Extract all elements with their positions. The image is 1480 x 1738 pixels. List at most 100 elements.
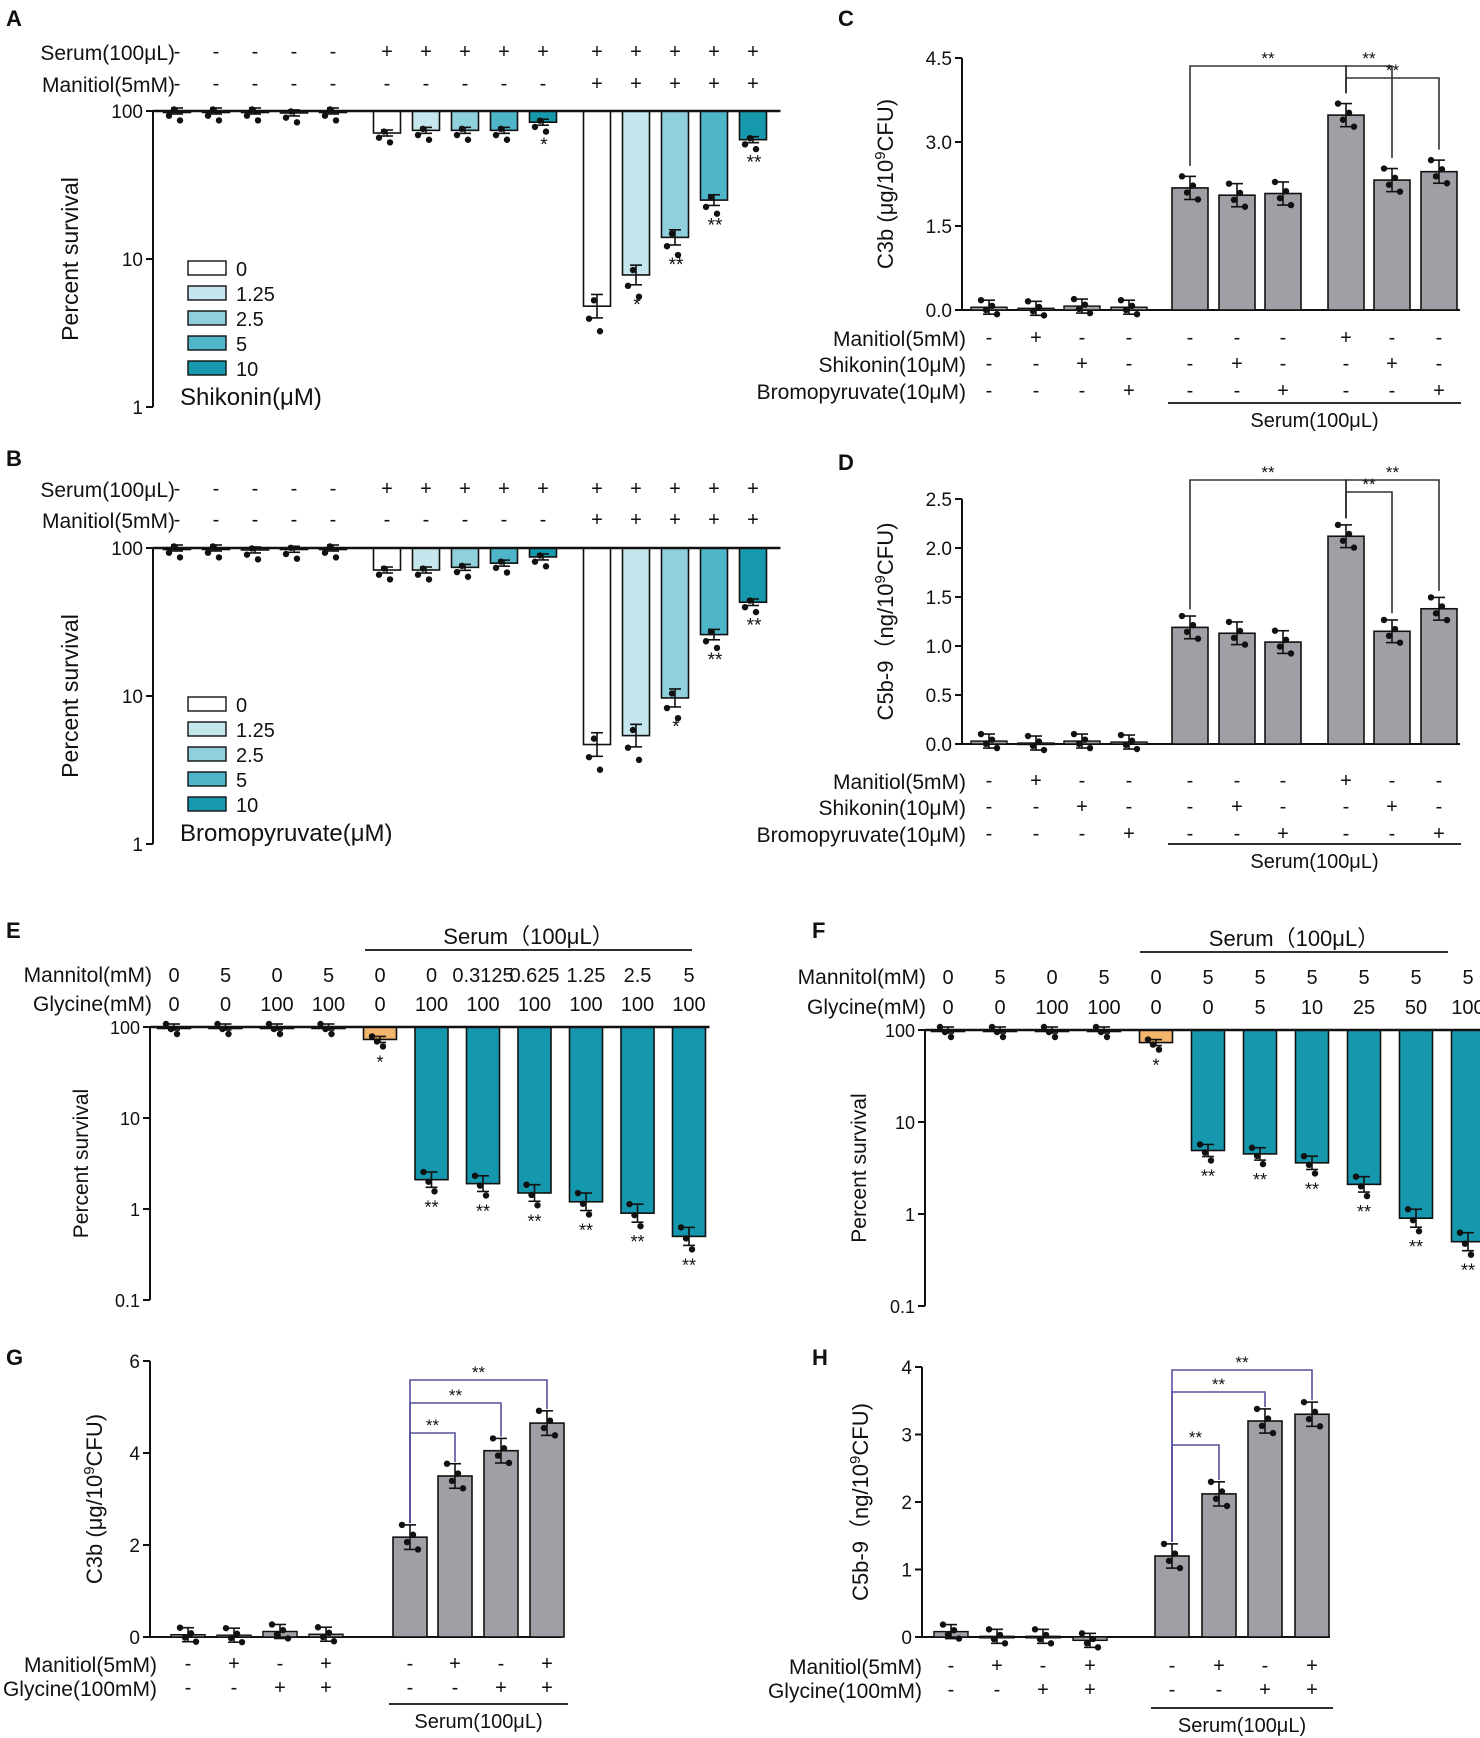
y-tick-label: 100 — [111, 102, 143, 123]
condition-row-label: Shikonin(10μM) — [819, 797, 967, 820]
condition-value: 100 — [672, 994, 705, 1016]
condition-row-sign: + — [1076, 796, 1088, 818]
data-point — [531, 558, 539, 565]
bracket-label: ** — [449, 1386, 463, 1405]
data-point — [1225, 618, 1233, 626]
data-point — [746, 134, 754, 142]
data-point — [1380, 165, 1388, 172]
condition-row-sign: - — [501, 509, 508, 531]
condition-row-sign: + — [449, 1653, 461, 1675]
panel-c-chart: 0.0 1.5 3.0 4.5 C3b (μg/109CFU) ** ** ** Manitio… — [757, 49, 1461, 432]
data-bar — [699, 547, 729, 636]
condition-row-sign: + — [1306, 1679, 1318, 1701]
legend-label: 2.5 — [236, 745, 264, 767]
serum-label: Serum（100μL） — [1209, 926, 1379, 951]
data-point — [1427, 594, 1435, 601]
data-bar — [437, 1475, 473, 1638]
y-axis-title: Percent survival — [70, 1089, 93, 1238]
data-bar — [1201, 1493, 1237, 1638]
condition-row-sign: - — [213, 478, 220, 500]
condition-row-sign: + — [1084, 1679, 1096, 1701]
data-point — [471, 1172, 479, 1180]
data-point — [1207, 1157, 1215, 1164]
condition-value: 100 — [518, 994, 551, 1016]
condition-row-sign: - — [1343, 823, 1350, 845]
condition-row-sign: + — [459, 41, 471, 63]
bracket-label: ** — [472, 1363, 486, 1382]
data-point — [542, 563, 550, 570]
condition-row-sign: - — [1187, 327, 1194, 349]
condition-row-sign: + — [274, 1677, 286, 1699]
data-point — [1236, 627, 1244, 635]
data-bar — [1373, 179, 1411, 311]
condition-row-sign: + — [1123, 823, 1135, 845]
significance-mark: ** — [1409, 1237, 1423, 1257]
data-point — [1176, 1564, 1184, 1572]
condition-value: 5 — [1306, 967, 1317, 989]
condition-row-sign: - — [1389, 823, 1396, 845]
legend-swatch — [187, 771, 227, 787]
condition-row-sign: - — [1187, 380, 1194, 402]
data-point — [414, 571, 422, 578]
condition-row-label: Manitiol(5mM) — [789, 1656, 922, 1679]
condition-row-label: Manitiol(5mM) — [24, 1654, 157, 1677]
condition-row-sign: + — [747, 41, 759, 63]
data-point — [1171, 1550, 1179, 1557]
data-point — [1092, 1023, 1100, 1031]
condition-row-sign: - — [407, 1653, 414, 1675]
data-point — [420, 1168, 427, 1176]
data-point — [713, 210, 721, 217]
data-point — [497, 558, 505, 565]
condition-row-sign: - — [1033, 823, 1040, 845]
data-bar — [671, 1026, 707, 1238]
condition-row-sign: + — [708, 509, 720, 531]
data-point — [215, 117, 223, 124]
condition-row-sign: - — [1187, 770, 1194, 792]
data-point — [1305, 1415, 1313, 1423]
data-bar — [465, 1026, 501, 1185]
condition-row-sign: + — [495, 1677, 507, 1699]
data-point — [403, 1538, 411, 1546]
condition-row-sign: - — [994, 1679, 1001, 1701]
bracket-label: ** — [1386, 463, 1400, 482]
legend-label: 5 — [236, 770, 247, 792]
legend-title: Bromopyruvate(μM) — [180, 820, 393, 847]
data-point — [243, 112, 251, 119]
panel-letter-a: A — [6, 6, 22, 31]
bracket-label: ** — [1362, 475, 1376, 494]
y-axis-title: C3b (μg/109CFU) — [872, 99, 899, 269]
y-tick-label: 10 — [122, 687, 143, 708]
data-point — [293, 555, 301, 562]
y-axis-title: Percent survival — [848, 1093, 871, 1242]
condition-row-sign: + — [1433, 823, 1445, 845]
data-point — [746, 597, 754, 604]
condition-value: 5 — [1254, 997, 1265, 1019]
condition-row-sign: - — [213, 73, 220, 95]
data-point — [1081, 301, 1089, 308]
condition-row-sign: - — [1216, 1679, 1223, 1701]
data-point — [1160, 1540, 1168, 1548]
condition-row-sign: - — [1033, 380, 1040, 402]
data-point — [585, 1211, 593, 1218]
data-point — [1230, 634, 1238, 641]
data-point — [536, 117, 544, 124]
data-point — [1183, 189, 1191, 196]
condition-row-sign: - — [540, 73, 547, 95]
legend-swatch — [187, 721, 227, 737]
data-point — [1287, 201, 1295, 209]
data-point — [1178, 612, 1186, 620]
significance-mark: ** — [682, 1255, 696, 1275]
condition-row-sign: - — [330, 509, 337, 531]
data-point — [1276, 194, 1284, 202]
condition-row-sign: - — [423, 509, 430, 531]
data-point — [317, 1020, 324, 1028]
data-point — [707, 194, 715, 201]
condition-row-sign: - — [1126, 796, 1133, 818]
condition-row-sign: - — [462, 509, 469, 531]
condition-row-sign: - — [174, 41, 181, 63]
y-tick-label: 100 — [885, 1021, 915, 1041]
condition-row-sign: - — [1033, 796, 1040, 818]
condition-row-sign: - — [986, 770, 993, 792]
condition-row-sign: - — [1079, 823, 1086, 845]
significance-bracket — [1171, 1369, 1313, 1542]
